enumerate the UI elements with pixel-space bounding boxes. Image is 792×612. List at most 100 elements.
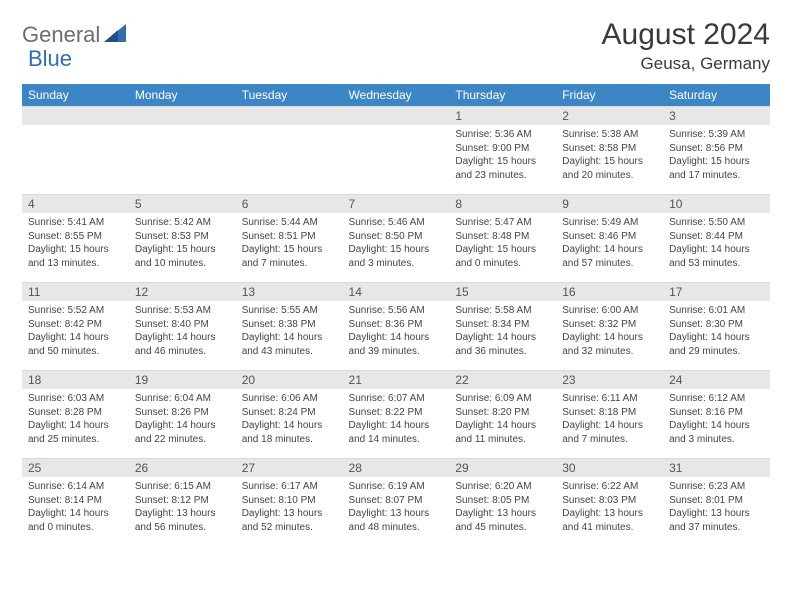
date-number: 12 (129, 282, 236, 301)
calendar-cell: 23Sunrise: 6:11 AMSunset: 8:18 PMDayligh… (556, 370, 663, 458)
day-header: Sunday (22, 84, 129, 106)
sunset-text: Sunset: 8:14 PM (28, 494, 123, 508)
daylight-text: Daylight: 15 hours and 10 minutes. (135, 243, 230, 270)
calendar-cell: 1Sunrise: 5:36 AMSunset: 9:00 PMDaylight… (449, 106, 556, 194)
sunrise-text: Sunrise: 5:39 AM (669, 128, 764, 142)
date-number (236, 106, 343, 125)
cell-details: Sunrise: 6:06 AMSunset: 8:24 PMDaylight:… (236, 389, 343, 448)
calendar-cell (129, 106, 236, 194)
date-number: 14 (343, 282, 450, 301)
sunset-text: Sunset: 8:30 PM (669, 318, 764, 332)
sunrise-text: Sunrise: 6:04 AM (135, 392, 230, 406)
cell-details: Sunrise: 6:01 AMSunset: 8:30 PMDaylight:… (663, 301, 770, 360)
daylight-text: Daylight: 14 hours and 3 minutes. (669, 419, 764, 446)
cell-details: Sunrise: 5:38 AMSunset: 8:58 PMDaylight:… (556, 125, 663, 184)
date-number: 10 (663, 194, 770, 213)
daylight-text: Daylight: 14 hours and 11 minutes. (455, 419, 550, 446)
date-number: 13 (236, 282, 343, 301)
sunset-text: Sunset: 8:44 PM (669, 230, 764, 244)
daylight-text: Daylight: 14 hours and 29 minutes. (669, 331, 764, 358)
sunset-text: Sunset: 8:07 PM (349, 494, 444, 508)
date-number: 1 (449, 106, 556, 125)
date-number: 6 (236, 194, 343, 213)
sunrise-text: Sunrise: 6:20 AM (455, 480, 550, 494)
sunrise-text: Sunrise: 5:42 AM (135, 216, 230, 230)
daylight-text: Daylight: 14 hours and 14 minutes. (349, 419, 444, 446)
sunset-text: Sunset: 8:48 PM (455, 230, 550, 244)
sunrise-text: Sunrise: 5:36 AM (455, 128, 550, 142)
sunset-text: Sunset: 8:18 PM (562, 406, 657, 420)
sunset-text: Sunset: 8:42 PM (28, 318, 123, 332)
calendar-cell: 29Sunrise: 6:20 AMSunset: 8:05 PMDayligh… (449, 458, 556, 546)
calendar-cell: 9Sunrise: 5:49 AMSunset: 8:46 PMDaylight… (556, 194, 663, 282)
calendar-cell: 25Sunrise: 6:14 AMSunset: 8:14 PMDayligh… (22, 458, 129, 546)
calendar-cell: 11Sunrise: 5:52 AMSunset: 8:42 PMDayligh… (22, 282, 129, 370)
date-number: 25 (22, 458, 129, 477)
calendar-row: 1Sunrise: 5:36 AMSunset: 9:00 PMDaylight… (22, 106, 770, 194)
daylight-text: Daylight: 14 hours and 32 minutes. (562, 331, 657, 358)
sunrise-text: Sunrise: 5:55 AM (242, 304, 337, 318)
day-header: Tuesday (236, 84, 343, 106)
calendar-cell: 10Sunrise: 5:50 AMSunset: 8:44 PMDayligh… (663, 194, 770, 282)
calendar-table: Sunday Monday Tuesday Wednesday Thursday… (22, 84, 770, 546)
daylight-text: Daylight: 15 hours and 7 minutes. (242, 243, 337, 270)
sunrise-text: Sunrise: 6:22 AM (562, 480, 657, 494)
sunrise-text: Sunrise: 5:49 AM (562, 216, 657, 230)
sunset-text: Sunset: 8:50 PM (349, 230, 444, 244)
date-number: 8 (449, 194, 556, 213)
cell-details: Sunrise: 6:03 AMSunset: 8:28 PMDaylight:… (22, 389, 129, 448)
daylight-text: Daylight: 13 hours and 41 minutes. (562, 507, 657, 534)
cell-details: Sunrise: 5:56 AMSunset: 8:36 PMDaylight:… (343, 301, 450, 360)
calendar-row: 4Sunrise: 5:41 AMSunset: 8:55 PMDaylight… (22, 194, 770, 282)
calendar-cell: 7Sunrise: 5:46 AMSunset: 8:50 PMDaylight… (343, 194, 450, 282)
calendar-cell: 26Sunrise: 6:15 AMSunset: 8:12 PMDayligh… (129, 458, 236, 546)
sunset-text: Sunset: 8:40 PM (135, 318, 230, 332)
sunset-text: Sunset: 8:32 PM (562, 318, 657, 332)
sunrise-text: Sunrise: 6:01 AM (669, 304, 764, 318)
daylight-text: Daylight: 15 hours and 23 minutes. (455, 155, 550, 182)
sunrise-text: Sunrise: 6:23 AM (669, 480, 764, 494)
daylight-text: Daylight: 14 hours and 0 minutes. (28, 507, 123, 534)
calendar-cell: 16Sunrise: 6:00 AMSunset: 8:32 PMDayligh… (556, 282, 663, 370)
cell-details: Sunrise: 6:23 AMSunset: 8:01 PMDaylight:… (663, 477, 770, 536)
daylight-text: Daylight: 13 hours and 45 minutes. (455, 507, 550, 534)
sunset-text: Sunset: 8:58 PM (562, 142, 657, 156)
sunset-text: Sunset: 8:12 PM (135, 494, 230, 508)
cell-details: Sunrise: 6:00 AMSunset: 8:32 PMDaylight:… (556, 301, 663, 360)
sunset-text: Sunset: 8:55 PM (28, 230, 123, 244)
sunset-text: Sunset: 8:46 PM (562, 230, 657, 244)
cell-details: Sunrise: 5:39 AMSunset: 8:56 PMDaylight:… (663, 125, 770, 184)
date-number: 22 (449, 370, 556, 389)
calendar-cell: 2Sunrise: 5:38 AMSunset: 8:58 PMDaylight… (556, 106, 663, 194)
date-number (22, 106, 129, 125)
sunrise-text: Sunrise: 6:09 AM (455, 392, 550, 406)
date-number: 2 (556, 106, 663, 125)
sunrise-text: Sunrise: 6:03 AM (28, 392, 123, 406)
daylight-text: Daylight: 14 hours and 36 minutes. (455, 331, 550, 358)
cell-details: Sunrise: 5:52 AMSunset: 8:42 PMDaylight:… (22, 301, 129, 360)
header: General August 2024 Geusa, Germany (22, 18, 770, 74)
daylight-text: Daylight: 15 hours and 17 minutes. (669, 155, 764, 182)
sunset-text: Sunset: 8:56 PM (669, 142, 764, 156)
daylight-text: Daylight: 14 hours and 7 minutes. (562, 419, 657, 446)
calendar-cell: 6 Sunrise: 5:44 AMSunset: 8:51 PMDaylight… (236, 194, 343, 282)
brand-part2: Blue (28, 46, 72, 71)
daylight-text: Daylight: 14 hours and 18 minutes. (242, 419, 337, 446)
sunset-text: Sunset: 8:51 PM (242, 230, 337, 244)
sunrise-text: Sunrise: 6:19 AM (349, 480, 444, 494)
daylight-text: Daylight: 14 hours and 22 minutes. (135, 419, 230, 446)
sunrise-text: Sunrise: 5:53 AM (135, 304, 230, 318)
sunset-text: Sunset: 8:20 PM (455, 406, 550, 420)
calendar-cell (236, 106, 343, 194)
brand-part1: General (22, 22, 100, 48)
sunrise-text: Sunrise: 5:44 AM (242, 216, 337, 230)
sunset-text: Sunset: 8:22 PM (349, 406, 444, 420)
sunrise-text: Sunrise: 6:11 AM (562, 392, 657, 406)
cell-details: Sunrise: 5:47 AMSunset: 8:48 PMDaylight:… (449, 213, 556, 272)
cell-details: Sunrise: 6:17 AMSunset: 8:10 PMDaylight:… (236, 477, 343, 536)
cell-details: Sunrise: 5:55 AMSunset: 8:38 PMDaylight:… (236, 301, 343, 360)
daylight-text: Daylight: 13 hours and 56 minutes. (135, 507, 230, 534)
sunrise-text: Sunrise: 5:58 AM (455, 304, 550, 318)
calendar-cell: 15Sunrise: 5:58 AMSunset: 8:34 PMDayligh… (449, 282, 556, 370)
sunrise-text: Sunrise: 6:15 AM (135, 480, 230, 494)
